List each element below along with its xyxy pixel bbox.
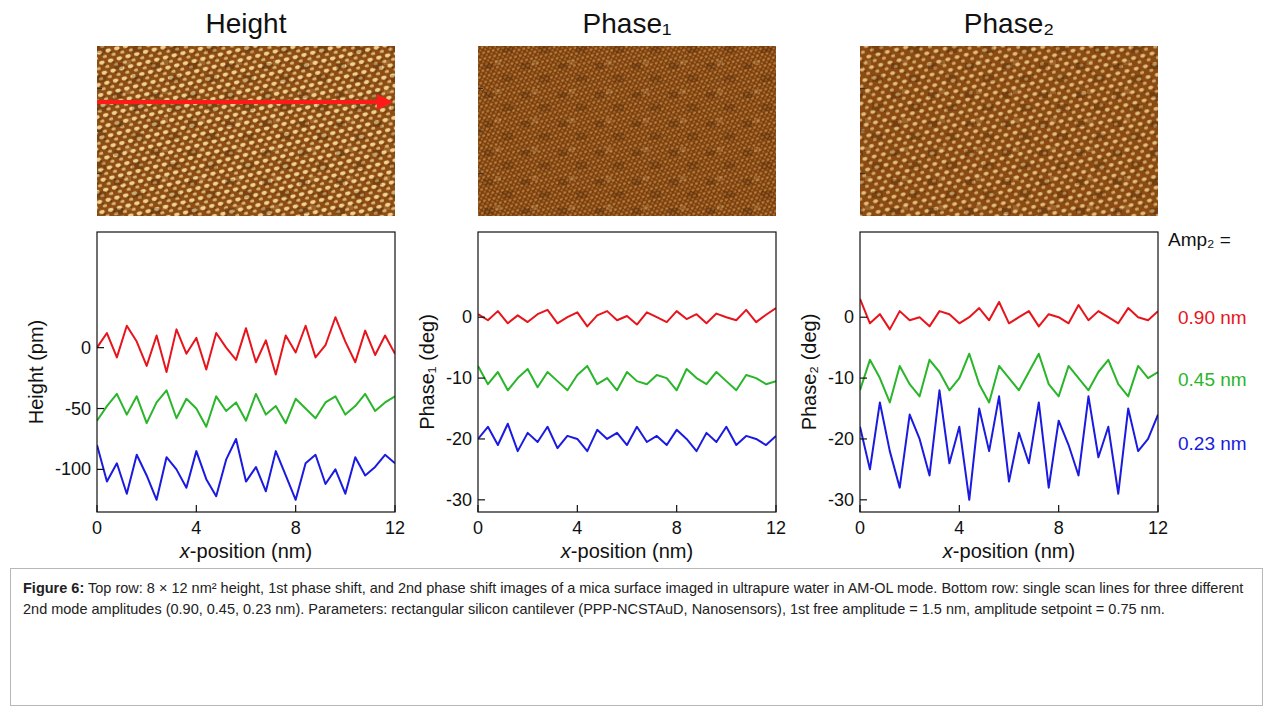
afm-image-noise <box>478 46 776 216</box>
x-tick-label: 8 <box>672 518 682 538</box>
caption: Figure 6: Top row: 8 × 12 nm² height, 1s… <box>10 568 1263 706</box>
y-tick <box>97 347 104 348</box>
y-tick-label: -30 <box>446 490 472 510</box>
y-tick <box>478 377 485 378</box>
image-tick <box>860 88 865 89</box>
y-tick <box>478 438 485 439</box>
y-tick <box>97 408 104 409</box>
image-tick <box>860 131 865 132</box>
x-tick-label: 4 <box>572 518 582 538</box>
panel-title: Height <box>206 8 287 39</box>
x-axis-title: x-position (nm) <box>942 540 1075 562</box>
caption-label: Figure 6: <box>23 580 84 596</box>
afm-image <box>97 46 395 216</box>
figure: Height04812-100-500x-position (nm)Height… <box>0 0 1273 566</box>
afm-image-noise <box>97 46 395 216</box>
x-tick <box>477 505 478 512</box>
x-tick <box>1058 505 1059 512</box>
image-tick <box>478 88 483 89</box>
y-tick-label: -20 <box>446 429 472 449</box>
x-tick <box>676 505 677 512</box>
scan-line <box>97 317 395 374</box>
y-tick <box>860 377 867 378</box>
y-tick-label: -10 <box>828 368 854 388</box>
afm-image <box>478 46 776 216</box>
x-tick-label: 12 <box>766 518 786 538</box>
plot-lines <box>860 299 1158 500</box>
y-axis-title: Phase₂ (deg) <box>798 314 820 431</box>
x-tick <box>394 505 395 512</box>
x-tick <box>959 505 960 512</box>
plot-lines <box>97 317 395 500</box>
x-tick-label: 12 <box>1148 518 1168 538</box>
plot-frame <box>478 232 776 512</box>
y-tick <box>478 317 485 318</box>
plot-frame <box>860 232 1158 512</box>
y-tick <box>860 317 867 318</box>
panel-title: Phase₁ <box>583 8 672 39</box>
legend-entry: 0.45 nm <box>1178 369 1247 390</box>
x-tick <box>96 505 97 512</box>
afm-image <box>860 46 1158 216</box>
scan-line <box>860 390 1158 500</box>
scan-line <box>478 366 776 390</box>
y-tick <box>97 469 104 470</box>
y-tick-label: 0 <box>81 338 91 358</box>
x-tick <box>1157 505 1158 512</box>
x-tick-label: 0 <box>855 518 865 538</box>
y-tick-label: -30 <box>828 490 854 510</box>
x-axis-title-rest: -position (nm) <box>190 540 312 562</box>
x-axis-title-rest: -position (nm) <box>571 540 693 562</box>
legend-entry: 0.90 nm <box>1178 307 1247 328</box>
y-tick-label: -50 <box>65 399 91 419</box>
image-tick <box>478 131 483 132</box>
y-axis-title: Phase₁ (deg) <box>416 314 438 430</box>
plot-frame <box>97 232 395 512</box>
x-tick <box>295 505 296 512</box>
image-tick <box>97 173 102 174</box>
afm-image-noise <box>860 46 1158 216</box>
x-tick <box>775 505 776 512</box>
image-tick <box>860 173 865 174</box>
caption-text: Top row: 8 × 12 nm² height, 1st phase sh… <box>23 580 1243 617</box>
x-tick-label: 8 <box>291 518 301 538</box>
scan-line <box>478 424 776 451</box>
x-tick-label: 12 <box>385 518 405 538</box>
x-tick <box>196 505 197 512</box>
x-tick-label: 0 <box>92 518 102 538</box>
x-tick-label: 0 <box>473 518 483 538</box>
y-axis-title: Height (pm) <box>25 320 47 424</box>
x-axis-title-rest: -position (nm) <box>953 540 1075 562</box>
y-tick-label: 0 <box>844 307 854 327</box>
image-tick <box>97 131 102 132</box>
image-tick <box>97 88 102 89</box>
scan-line <box>97 390 395 427</box>
scan-line-arrow <box>97 100 387 104</box>
legend-entry: 0.23 nm <box>1178 433 1247 454</box>
x-tick-label: 4 <box>954 518 964 538</box>
x-axis-title: x-position (nm) <box>560 540 693 562</box>
y-tick-label: -10 <box>446 368 472 388</box>
x-axis-title: x-position (nm) <box>179 540 312 562</box>
scan-line <box>97 439 395 500</box>
scan-line <box>860 354 1158 403</box>
y-tick <box>478 499 485 500</box>
plot-lines <box>478 308 776 451</box>
x-tick-label: 4 <box>191 518 201 538</box>
scan-line <box>478 308 776 326</box>
scan-line <box>860 299 1158 329</box>
panel-title: Phase₂ <box>964 8 1054 39</box>
legend-title: Amp₂ = <box>1168 229 1231 250</box>
y-tick-label: -100 <box>55 459 91 479</box>
image-tick <box>478 173 483 174</box>
x-tick <box>859 505 860 512</box>
x-tick-label: 8 <box>1054 518 1064 538</box>
y-tick <box>860 438 867 439</box>
y-tick <box>860 499 867 500</box>
x-tick <box>577 505 578 512</box>
y-tick-label: -20 <box>828 429 854 449</box>
y-tick-label: 0 <box>462 307 472 327</box>
